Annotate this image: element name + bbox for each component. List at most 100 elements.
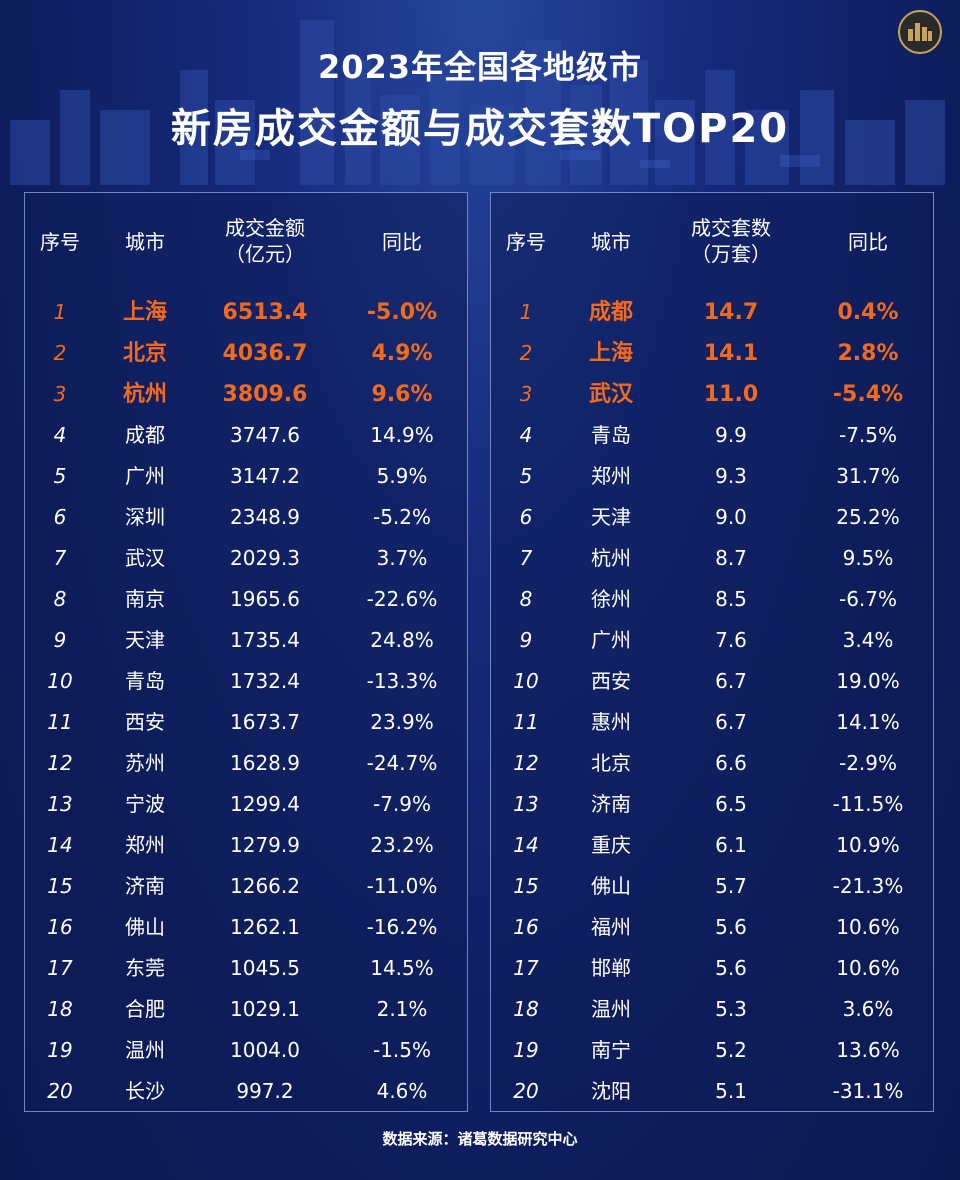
table-row: 17 邯郸 5.6 10.6% bbox=[491, 948, 933, 989]
value-cell: 1299.4 bbox=[230, 792, 300, 816]
value-cell: 1965.6 bbox=[230, 587, 300, 611]
table-row: 15 济南 1266.2 -11.0% bbox=[25, 866, 467, 907]
city-cell: 青岛 bbox=[125, 669, 165, 693]
table-row: 11 西安 1673.7 23.9% bbox=[25, 702, 467, 743]
header-rank: 序号 bbox=[506, 230, 546, 254]
city-cell: 天津 bbox=[591, 505, 631, 529]
value-cell: 3747.6 bbox=[230, 423, 300, 447]
city-cell: 上海 bbox=[122, 300, 167, 325]
table-row: 11 惠州 6.7 14.1% bbox=[491, 702, 933, 743]
rank-cell: 13 bbox=[513, 792, 539, 816]
yoy-cell: -7.9% bbox=[372, 792, 432, 816]
value-cell: 1262.1 bbox=[230, 915, 300, 939]
yoy-cell: -16.2% bbox=[366, 915, 438, 939]
yoy-cell: 10.6% bbox=[836, 915, 900, 939]
table-row: 12 北京 6.6 -2.9% bbox=[491, 743, 933, 784]
value-cell: 11.0 bbox=[703, 382, 759, 407]
yoy-cell: 14.1% bbox=[836, 710, 900, 734]
rank-cell: 14 bbox=[47, 833, 73, 857]
table-header: 序号 城市 成交金额 （亿元） 同比 bbox=[25, 215, 467, 271]
city-cell: 北京 bbox=[122, 341, 167, 366]
value-cell: 5.2 bbox=[715, 1038, 747, 1062]
table-row: 14 郑州 1279.9 23.2% bbox=[25, 825, 467, 866]
city-cell: 深圳 bbox=[125, 505, 165, 529]
units-ranking-table: 序号 城市 成交套数 （万套） 同比 1 成都 14.7 0.4% 2 上海 14.1 2.8… bbox=[490, 192, 934, 1112]
rank-cell: 14 bbox=[513, 833, 539, 857]
rank-cell: 16 bbox=[47, 915, 73, 939]
city-cell: 广州 bbox=[591, 628, 631, 652]
rank-cell: 4 bbox=[519, 423, 533, 447]
table-row: 3 杭州 3809.6 9.6% bbox=[25, 374, 467, 415]
yoy-cell: 0.4% bbox=[837, 300, 899, 325]
table-row: 10 西安 6.7 19.0% bbox=[491, 661, 933, 702]
value-cell: 6.6 bbox=[715, 751, 747, 775]
yoy-cell: 31.7% bbox=[836, 464, 900, 488]
value-cell: 1735.4 bbox=[230, 628, 300, 652]
city-cell: 武汉 bbox=[125, 546, 165, 570]
city-cell: 温州 bbox=[591, 997, 631, 1021]
table-row: 20 沈阳 5.1 -31.1% bbox=[491, 1071, 933, 1112]
table-row: 6 深圳 2348.9 -5.2% bbox=[25, 497, 467, 538]
yoy-cell: 10.6% bbox=[836, 956, 900, 980]
rank-cell: 2 bbox=[53, 341, 67, 365]
table-row: 16 佛山 1262.1 -16.2% bbox=[25, 907, 467, 948]
table-row: 7 杭州 8.7 9.5% bbox=[491, 538, 933, 579]
yoy-cell: -11.0% bbox=[366, 874, 438, 898]
city-cell: 青岛 bbox=[591, 423, 631, 447]
table-row: 8 徐州 8.5 -6.7% bbox=[491, 579, 933, 620]
header-amount: 成交金额 bbox=[225, 216, 305, 240]
table-row: 2 北京 4036.7 4.9% bbox=[25, 333, 467, 374]
value-cell: 9.0 bbox=[715, 505, 747, 529]
header-city: 城市 bbox=[591, 230, 631, 254]
rank-cell: 10 bbox=[47, 669, 73, 693]
city-cell: 重庆 bbox=[591, 833, 631, 857]
table-row: 9 天津 1735.4 24.8% bbox=[25, 620, 467, 661]
rank-cell: 17 bbox=[47, 956, 73, 980]
header-amount-unit: （亿元） bbox=[225, 242, 305, 266]
yoy-cell: -13.3% bbox=[366, 669, 438, 693]
table-row: 5 广州 3147.2 5.9% bbox=[25, 456, 467, 497]
value-cell: 1045.5 bbox=[230, 956, 300, 980]
city-cell: 武汉 bbox=[588, 382, 633, 407]
value-cell: 1628.9 bbox=[230, 751, 300, 775]
city-cell: 沈阳 bbox=[591, 1079, 631, 1103]
rank-cell: 9 bbox=[53, 628, 67, 652]
table-row: 12 苏州 1628.9 -24.7% bbox=[25, 743, 467, 784]
yoy-cell: -22.6% bbox=[366, 587, 438, 611]
rank-cell: 12 bbox=[47, 751, 73, 775]
city-cell: 宁波 bbox=[125, 792, 165, 816]
yoy-cell: -31.1% bbox=[832, 1079, 904, 1103]
rank-cell: 6 bbox=[53, 505, 67, 529]
rank-cell: 3 bbox=[53, 382, 67, 406]
yoy-cell: 3.7% bbox=[376, 546, 428, 570]
rank-cell: 5 bbox=[519, 464, 533, 488]
rank-cell: 20 bbox=[513, 1079, 539, 1103]
table-row: 5 郑州 9.3 31.7% bbox=[491, 456, 933, 497]
value-cell: 3809.6 bbox=[222, 382, 308, 407]
table-row: 6 天津 9.0 25.2% bbox=[491, 497, 933, 538]
city-cell: 杭州 bbox=[122, 382, 167, 407]
rank-cell: 5 bbox=[53, 464, 67, 488]
value-cell: 5.6 bbox=[715, 956, 747, 980]
header-rank: 序号 bbox=[40, 230, 80, 254]
yoy-cell: 13.6% bbox=[836, 1038, 900, 1062]
yoy-cell: -7.5% bbox=[838, 423, 898, 447]
city-cell: 南京 bbox=[125, 587, 165, 611]
rank-cell: 7 bbox=[53, 546, 67, 570]
header-units: 成交套数 bbox=[691, 216, 771, 240]
brand-logo-icon bbox=[898, 10, 942, 54]
table-row: 1 成都 14.7 0.4% bbox=[491, 292, 933, 333]
city-cell: 佛山 bbox=[591, 874, 631, 898]
rank-cell: 6 bbox=[519, 505, 533, 529]
table-row: 9 广州 7.6 3.4% bbox=[491, 620, 933, 661]
yoy-cell: 5.9% bbox=[376, 464, 428, 488]
value-cell: 1029.1 bbox=[230, 997, 300, 1021]
page-title-line2: 新房成交金额与成交套数TOP20 bbox=[170, 106, 790, 152]
table-row: 10 青岛 1732.4 -13.3% bbox=[25, 661, 467, 702]
city-cell: 东莞 bbox=[125, 956, 165, 980]
value-cell: 5.7 bbox=[715, 874, 747, 898]
city-skyline-backdrop bbox=[10, 20, 945, 185]
table-row: 13 济南 6.5 -11.5% bbox=[491, 784, 933, 825]
value-cell: 6.1 bbox=[715, 833, 747, 857]
table-row: 2 上海 14.1 2.8% bbox=[491, 333, 933, 374]
